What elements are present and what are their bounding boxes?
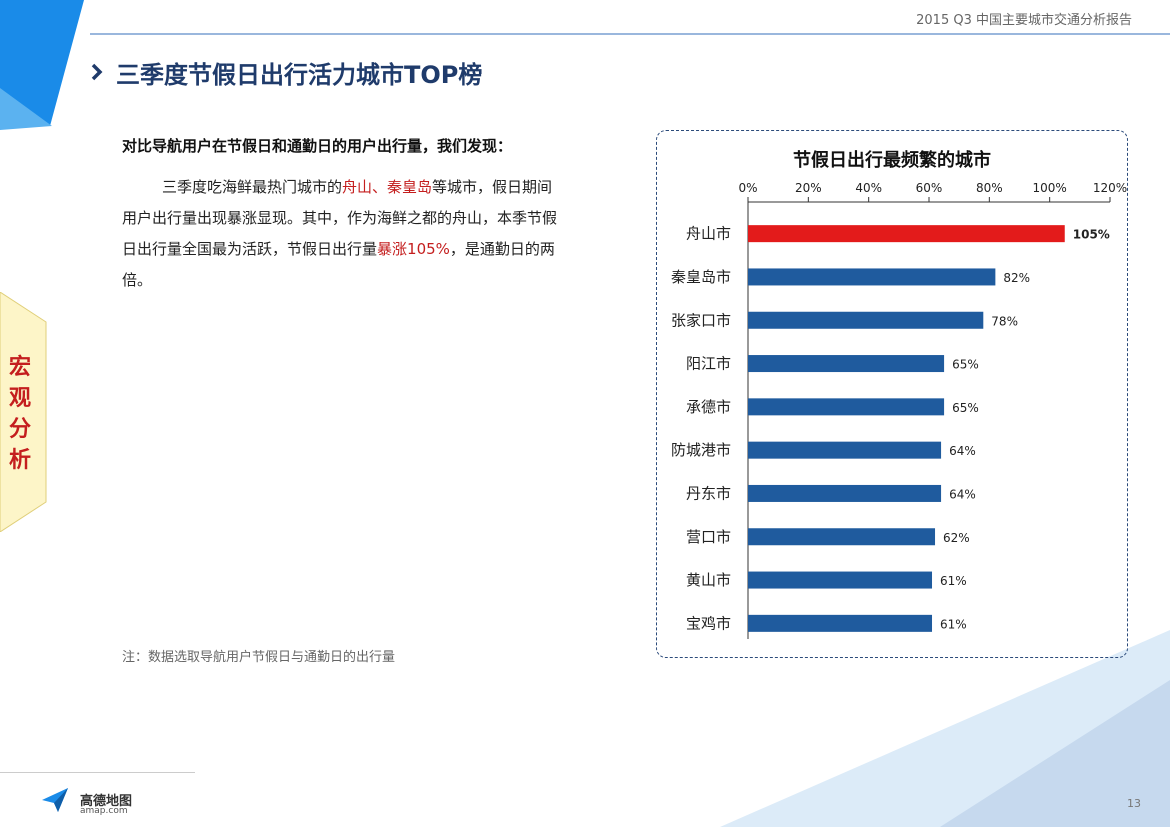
data-label: 78% bbox=[991, 314, 1018, 328]
bar bbox=[748, 398, 945, 416]
category-label: 承德市 bbox=[686, 398, 731, 416]
bar bbox=[748, 268, 996, 286]
data-label: 82% bbox=[1003, 271, 1030, 285]
category-label: 防城港市 bbox=[671, 441, 731, 459]
page-number: 13 bbox=[1127, 797, 1141, 810]
data-label: 65% bbox=[952, 401, 979, 415]
bar-chart: 0% 20% 40% 60% 80% 100% 120% 舟山市 105% 秦皇岛市 82% 张家口市… bbox=[671, 181, 1127, 639]
category-label: 营口市 bbox=[686, 528, 731, 546]
category-label: 宝鸡市 bbox=[686, 614, 731, 632]
logo-subtext: amap.com bbox=[80, 806, 128, 816]
bar bbox=[748, 311, 984, 329]
body-highlight-surge: 暴涨 bbox=[377, 240, 408, 258]
bar bbox=[748, 225, 1065, 243]
report-title: 2015 Q3 中国主要城市交通分析报告 bbox=[916, 13, 1132, 28]
data-label: 65% bbox=[952, 358, 979, 372]
bar bbox=[748, 441, 942, 459]
x-tick-label: 20% bbox=[795, 181, 822, 195]
x-tick-label: 100% bbox=[1033, 181, 1067, 195]
chart-frame bbox=[656, 130, 1128, 658]
corner-decoration-bottom-right bbox=[720, 630, 1170, 827]
footnote: 注：数据选取导航用户节假日与通勤日的出行量 bbox=[122, 650, 396, 665]
side-tab-char: 宏 bbox=[8, 355, 31, 380]
bar bbox=[748, 355, 945, 373]
body-highlight-percent: 105% bbox=[407, 240, 450, 258]
chart-title: 节假日出行最频繁的城市 bbox=[793, 150, 991, 171]
body-text-part: 三季度吃海鲜最热门城市的 bbox=[162, 178, 343, 196]
category-label: 舟山市 bbox=[686, 225, 731, 243]
chevron-right-icon bbox=[91, 63, 103, 81]
side-tab-char: 分 bbox=[8, 417, 31, 442]
x-tick-label: 0% bbox=[738, 181, 757, 195]
x-tick-label: 60% bbox=[916, 181, 943, 195]
amap-logo-icon bbox=[42, 788, 68, 812]
data-label: 61% bbox=[940, 574, 967, 588]
x-tick-label: 40% bbox=[855, 181, 882, 195]
category-label: 丹东市 bbox=[686, 484, 731, 502]
body-text-part: ，是通勤日的两倍。 bbox=[122, 240, 555, 289]
side-tab-label: 宏 观 分 析 bbox=[6, 352, 34, 476]
category-label: 张家口市 bbox=[671, 311, 731, 329]
side-tab-char: 观 bbox=[8, 386, 31, 411]
data-label: 62% bbox=[943, 531, 970, 545]
data-label: 105% bbox=[1073, 228, 1110, 242]
body-highlight-cities: 舟山、秦皇岛 bbox=[342, 178, 433, 196]
bar bbox=[748, 484, 942, 502]
corner-decoration-top-left bbox=[0, 0, 84, 130]
body-text-part: 等城市，假日期间用户出行量出现暴涨显现。其中，作为海鲜之都的舟山，本季节假日出行… bbox=[122, 178, 558, 258]
bar bbox=[748, 614, 933, 632]
side-tab bbox=[0, 292, 47, 532]
footer-rule bbox=[0, 772, 195, 773]
side-tab-char: 析 bbox=[8, 448, 31, 473]
data-label: 64% bbox=[949, 444, 976, 458]
x-tick-label: 80% bbox=[976, 181, 1003, 195]
header-rule bbox=[90, 33, 1170, 35]
category-label: 秦皇岛市 bbox=[671, 268, 731, 286]
body-paragraph: 三季度吃海鲜最热门城市的舟山、秦皇岛等城市，假日期间用户出行量出现暴涨显现。其中… bbox=[122, 172, 562, 296]
data-label: 61% bbox=[940, 617, 967, 631]
x-tick-label: 120% bbox=[1093, 181, 1127, 195]
logo-text: 高德地图 bbox=[80, 794, 133, 809]
intro-heading: 对比导航用户在节假日和通勤日的用户出行量，我们发现： bbox=[122, 137, 513, 155]
bar bbox=[748, 571, 933, 589]
bar bbox=[748, 528, 936, 546]
category-label: 黄山市 bbox=[686, 571, 731, 589]
category-label: 阳江市 bbox=[686, 355, 731, 373]
data-label: 64% bbox=[949, 487, 976, 501]
page-title: 三季度节假日出行活力城市TOP榜 bbox=[116, 61, 483, 89]
